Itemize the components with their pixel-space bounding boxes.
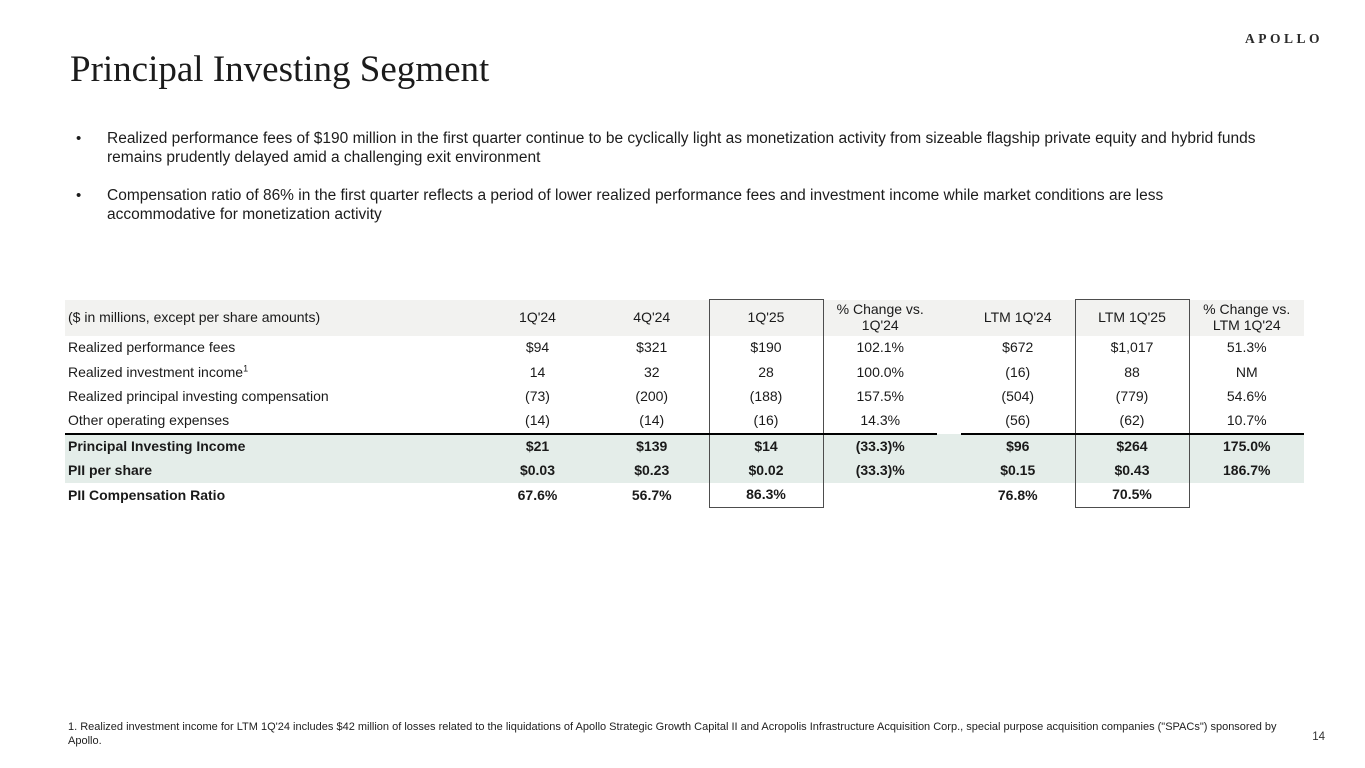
table-cell: $190 [708,335,824,361]
table-cell: $0.03 [480,458,595,484]
page-number: 14 [1312,731,1325,743]
table-cell: $139 [595,432,709,459]
table-row: PII Compensation Ratio 67.6% 56.7% 86.3% 76.… [65,483,1304,509]
column-gap [937,433,961,459]
table-cell: 67.6% [517,486,558,503]
table-cell: 186.7% [1189,458,1304,484]
column-header: 1Q'25 [708,299,824,336]
table-cell: $0.15 [961,458,1075,484]
bullet-item: • Compensation ratio of 86% in the first… [76,186,1268,224]
column-gap [937,299,961,336]
table-cell: 100.0% [856,363,904,380]
table-cell: (33.3)% [823,432,937,459]
table-cell [1189,483,1304,508]
table-cell: (62) [1074,409,1190,434]
column-header: 1Q'24 [480,299,595,336]
table-cell: 14.3% [860,412,901,429]
column-header: LTM 1Q'24 [961,299,1075,336]
bullet-text: Realized performance fees of $190 millio… [107,130,1256,166]
table-cell: (14) [525,412,550,429]
table-cell: $96 [961,432,1075,459]
table-cell: $264 [1074,432,1190,459]
table-cell: 10.7% [1226,412,1267,429]
column-header: LTM 1Q'25 [1074,299,1190,336]
table-header-row: ($ in millions, except per share amounts… [65,299,1304,336]
row-label: Realized investment income1 [68,363,249,380]
table-cell: $672 [1002,339,1034,356]
table-head: ($ in millions, except per share amounts… [65,299,1304,336]
table-cell: $321 [636,339,668,356]
column-header: % Change vs. 1Q'24 [823,299,937,336]
table-cell: $21 [480,432,595,459]
table-row: Other operating expenses (14) (14) (16) 14.3… [65,409,1304,434]
table-cell: 88 [1074,360,1190,385]
table-cell: 86.3% [708,483,824,509]
bullet-list: • Realized performance fees of $190 mill… [76,129,1268,243]
row-label: PII Compensation Ratio [68,486,226,503]
table-row: Realized investment income1 14 32 28 100.0% (… [65,360,1304,385]
row-label: PII per share [65,458,480,484]
bullet-item: • Realized performance fees of $190 mill… [76,129,1268,167]
table-cell: 102.1% [856,339,904,356]
column-gap [937,384,961,410]
table-cell: $0.02 [708,458,824,484]
row-label: Other operating expenses [68,412,230,429]
table-cell: (56) [1005,412,1031,429]
column-gap [937,458,961,484]
bullet-dot: • [76,187,82,204]
table-cell: NM [1235,363,1258,380]
row-label: Principal Investing Income [65,432,480,459]
table-cell: $94 [525,339,550,356]
column-header: % Change vs. LTM 1Q'24 [1189,299,1304,336]
page-title: Principal Investing Segment [70,49,490,90]
column-gap [937,483,961,508]
table-cell: 32 [643,363,660,380]
column-gap [937,409,961,434]
table-cell: (504) [1001,388,1035,405]
apollo-logo: APOLLO [1244,31,1323,46]
table-cell [823,483,937,508]
table-cell: 76.8% [997,486,1038,503]
table-cell: 157.5% [856,388,904,405]
table-cell: (779) [1074,384,1190,410]
table-cell: (16) [1005,363,1031,380]
table-cell: 56.7% [631,486,672,503]
financial-table-wrapper: ($ in millions, except per share amounts… [65,299,1304,509]
bullet-dot: • [76,130,82,147]
column-gap [937,360,961,385]
financial-table: ($ in millions, except per share amounts… [65,299,1304,509]
table-cell: $1,017 [1074,335,1190,361]
table-row: PII per share $0.03 $0.23 $0.02 (33.3)% $0.15… [65,458,1304,484]
table-body: Realized performance fees $94 $321 $190 102.… [65,335,1304,509]
table-cell: (188) [708,384,824,410]
table-cell: $0.23 [595,458,709,484]
table-cell: 28 [708,360,824,385]
table-cell: $14 [708,432,824,459]
column-header: 4Q'24 [595,299,709,336]
table-row: Principal Investing Income $21 $139 $14 (33.… [65,432,1304,459]
table-cell: 51.3% [1226,339,1267,356]
table-row: Realized performance fees $94 $321 $190 102.… [65,335,1304,361]
table-cell: 14 [529,363,546,380]
footnote-marker: 1 [243,363,249,374]
row-label: Realized performance fees [68,339,236,356]
table-cell: 70.5% [1074,483,1190,509]
table-cell: 175.0% [1189,432,1304,459]
table-cell: (73) [525,388,550,405]
table-cell: (14) [639,412,665,429]
table-cell: (16) [708,409,824,434]
row-label: Realized principal investing compensatio… [68,388,329,405]
footnote: 1. Realized investment income for LTM 1Q… [68,721,1277,747]
table-cell: $0.43 [1074,458,1190,484]
column-gap [937,335,961,361]
table-row: Realized principal investing compensatio… [65,384,1304,410]
table-unit-label: ($ in millions, except per share amounts… [65,299,480,336]
table-cell: (33.3)% [823,458,937,484]
table-cell: (200) [635,388,669,405]
bullet-text: Compensation ratio of 86% in the first q… [107,187,1164,223]
table-cell: 54.6% [1226,388,1267,405]
